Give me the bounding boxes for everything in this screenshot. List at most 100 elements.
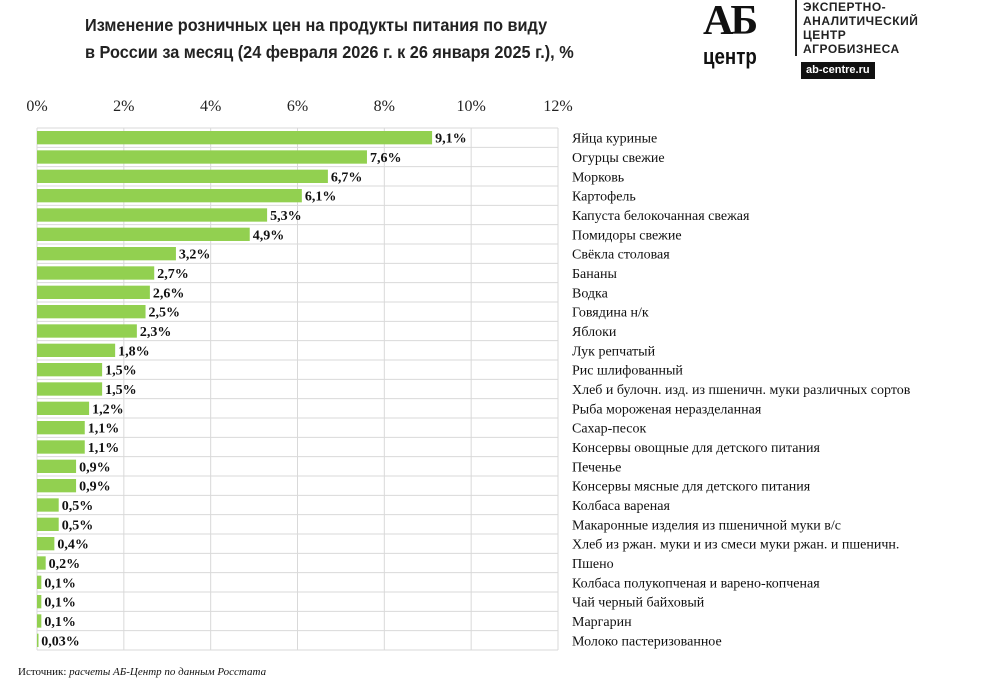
category-label: Консервы мясные для детского питания — [572, 480, 811, 495]
category-label: Свёкла столовая — [572, 248, 670, 263]
bar — [37, 266, 155, 280]
category-label: Водка — [572, 286, 609, 301]
data-label: 6,7% — [331, 170, 363, 185]
x-tick-label: 4% — [200, 98, 221, 115]
logo-divider — [795, 0, 797, 56]
category-label: Бананы — [572, 267, 617, 282]
chart-title: Изменение розничных цен на продукты пита… — [85, 12, 574, 66]
category-label: Макаронные изделия из пшеничной муки в/с — [572, 518, 841, 533]
category-label: Яйца куриные — [572, 132, 657, 147]
bar — [37, 382, 103, 396]
category-label: Картофель — [572, 190, 636, 205]
data-label: 2,3% — [140, 325, 172, 340]
category-label: Чай черный байховый — [572, 596, 705, 611]
data-label: 1,1% — [88, 422, 120, 437]
bar — [37, 440, 85, 454]
data-label: 1,5% — [105, 364, 137, 379]
data-label: 7,6% — [370, 151, 402, 166]
bar — [37, 421, 85, 435]
bar — [37, 285, 150, 299]
bar — [37, 247, 176, 261]
ab-centre-logo: АБ центр ЭКСПЕРТНО- АНАЛИТИЧЕСКИЙ ЦЕНТР … — [703, 0, 943, 82]
data-label: 1,1% — [88, 441, 120, 456]
data-label: 5,3% — [270, 209, 302, 224]
source-label: Источник: — [18, 666, 67, 678]
bar — [37, 498, 59, 512]
title-line-1: Изменение розничных цен на продукты пита… — [85, 15, 548, 35]
bar — [37, 169, 328, 183]
data-label: 0,03% — [41, 634, 80, 649]
bar — [37, 150, 367, 164]
category-label: Колбаса полукопченая и варено-копченая — [572, 576, 820, 591]
category-label: Лук репчатый — [572, 344, 656, 359]
data-label: 0,1% — [44, 596, 76, 611]
x-tick-label: 2% — [113, 98, 134, 115]
logo-line: ЦЕНТР — [803, 28, 847, 42]
logo-line: АГРОБИЗНЕСА — [803, 42, 900, 56]
category-label: Капуста белокочанная свежая — [572, 209, 750, 224]
logo-line: АНАЛИТИЧЕСКИЙ — [803, 14, 919, 28]
category-label: Сахар-песок — [572, 422, 647, 437]
category-label: Консервы овощные для детского питания — [572, 441, 821, 456]
bar — [37, 595, 42, 609]
bar — [37, 343, 116, 357]
bar — [37, 517, 59, 531]
category-label: Колбаса вареная — [572, 499, 670, 514]
data-label: 0,2% — [49, 557, 81, 572]
category-label: Печенье — [572, 460, 621, 475]
source-note: Источник: расчеты АБ-Центр по данным Рос… — [18, 666, 266, 678]
bar — [37, 208, 268, 222]
data-label: 4,9% — [253, 228, 285, 243]
bar — [37, 479, 77, 493]
data-label: 0,1% — [44, 615, 76, 630]
x-tick-label: 0% — [26, 98, 47, 115]
bar — [37, 575, 42, 589]
category-label: Рыба мороженая неразделанная — [572, 402, 762, 417]
bar — [37, 633, 39, 647]
logo-text: ЭКСПЕРТНО- АНАЛИТИЧЕСКИЙ ЦЕНТР АГРОБИЗНЕ… — [803, 0, 918, 56]
category-label: Помидоры свежие — [572, 228, 682, 243]
category-label: Хлеб и булочн. изд. из пшеничн. муки раз… — [572, 383, 911, 398]
data-label: 2,7% — [157, 267, 189, 282]
category-label: Молоко пастеризованное — [572, 634, 722, 649]
data-label: 1,2% — [92, 402, 124, 417]
source-text: расчеты АБ-Центр по данным Росстата — [69, 666, 267, 678]
bar — [37, 227, 250, 241]
bar — [37, 324, 137, 338]
data-label: 9,1% — [435, 132, 467, 147]
bar — [37, 556, 46, 570]
x-tick-label: 12% — [543, 98, 572, 115]
bar — [37, 131, 433, 145]
logo-mark: АБ — [703, 0, 758, 44]
category-label: Говядина н/к — [572, 306, 649, 321]
data-label: 0,9% — [79, 460, 111, 475]
bar — [37, 363, 103, 377]
x-tick-label: 10% — [457, 98, 486, 115]
data-label: 1,5% — [105, 383, 137, 398]
category-label: Рис шлифованный — [572, 364, 683, 379]
bar — [37, 401, 90, 415]
data-label: 1,8% — [118, 344, 149, 359]
category-label: Пшено — [572, 557, 614, 572]
data-label: 6,1% — [305, 190, 337, 205]
data-label: 2,6% — [153, 286, 185, 301]
bar — [37, 305, 146, 319]
category-label: Яблоки — [572, 325, 617, 340]
category-label: Маргарин — [572, 615, 632, 630]
category-label: Морковь — [572, 170, 624, 185]
logo-url: ab-centre.ru — [801, 62, 875, 79]
logo-line: ЭКСПЕРТНО- — [803, 0, 887, 14]
data-label: 3,2% — [179, 248, 211, 263]
category-label: Огурцы свежие — [572, 151, 665, 166]
data-label: 0,1% — [44, 576, 76, 591]
data-label: 0,5% — [62, 518, 93, 533]
data-label: 0,4% — [57, 538, 89, 553]
bar — [37, 614, 42, 628]
x-tick-label: 8% — [374, 98, 395, 115]
category-label: Хлеб из ржан. муки и из смеси муки ржан.… — [572, 538, 899, 553]
bar — [37, 537, 55, 551]
data-label: 0,9% — [79, 480, 111, 495]
bar — [37, 459, 77, 473]
bar — [37, 189, 302, 203]
